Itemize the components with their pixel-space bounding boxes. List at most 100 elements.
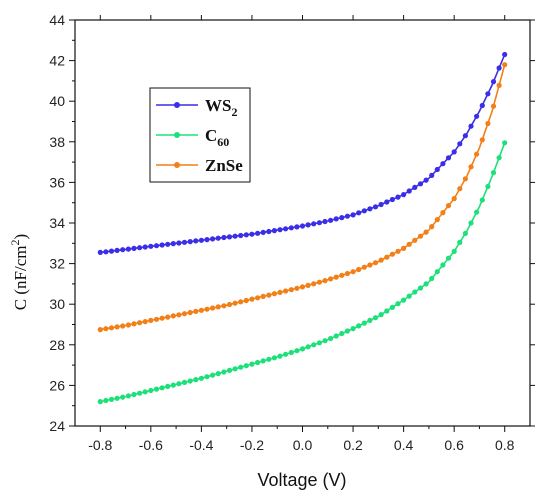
data-point [401, 192, 407, 198]
data-point [339, 272, 345, 278]
data-point [445, 203, 452, 209]
plot-frame [74, 19, 531, 427]
data-point [294, 224, 300, 230]
data-point [401, 245, 407, 251]
data-point [114, 247, 120, 253]
data-point [440, 210, 446, 216]
data-point [260, 293, 266, 299]
data-point [103, 249, 109, 255]
data-point [176, 240, 182, 246]
data-point [440, 161, 446, 167]
data-point [417, 181, 424, 187]
x-tick-label: -0.8 [88, 437, 112, 453]
data-point [159, 385, 165, 391]
data-point [210, 236, 216, 242]
data-point [226, 301, 233, 308]
data-point [445, 255, 452, 261]
data-point [462, 133, 468, 139]
data-point [103, 397, 109, 404]
data-point [361, 320, 367, 326]
data-point [170, 241, 176, 247]
data-point [328, 276, 334, 282]
data-point [423, 177, 429, 183]
axes-frame [74, 19, 531, 427]
data-point [255, 230, 261, 236]
data-point [288, 225, 294, 231]
data-point [496, 82, 502, 88]
data-point [322, 338, 328, 344]
x-tick-label: 0.2 [343, 437, 363, 453]
data-point [356, 266, 362, 273]
data-point [221, 369, 227, 375]
data-point [131, 391, 137, 398]
data-point [97, 327, 103, 333]
data-point [305, 344, 311, 350]
data-point [395, 194, 401, 200]
data-point [417, 285, 424, 291]
data-point [249, 296, 255, 302]
data-point [305, 222, 311, 228]
data-point [474, 113, 480, 119]
data-point [322, 278, 328, 284]
series-line [100, 142, 506, 403]
y-tick-label: 40 [49, 93, 65, 109]
data-point [204, 306, 210, 312]
data-point [288, 287, 294, 293]
data-point [153, 316, 160, 322]
data-point [406, 293, 412, 299]
data-point [333, 216, 339, 222]
data-point [226, 234, 233, 240]
data-point [344, 270, 350, 277]
data-point [148, 243, 154, 249]
x-tick-label: 0.4 [394, 437, 414, 453]
data-point [344, 328, 350, 334]
data-point [120, 323, 126, 329]
x-axis-title: Voltage (V) [257, 470, 346, 490]
data-point [198, 237, 204, 243]
data-point [457, 141, 463, 147]
data-point [333, 333, 339, 339]
data-point [412, 237, 418, 243]
data-point [181, 379, 188, 385]
data-point [490, 79, 497, 85]
y-tick-label: 32 [49, 256, 65, 272]
data-point [255, 359, 261, 366]
data-point [417, 233, 424, 239]
data-point [339, 330, 345, 337]
data-point [210, 372, 216, 378]
data-point [462, 176, 468, 182]
data-point [299, 346, 306, 352]
y-tick-label: 38 [49, 134, 65, 150]
data-point [406, 188, 412, 194]
data-point [181, 311, 188, 317]
data-point [434, 217, 440, 223]
data-point [316, 279, 322, 285]
data-point [372, 315, 379, 321]
data-point [187, 309, 193, 316]
y-tick-label: 44 [49, 12, 65, 28]
data-point [215, 235, 221, 241]
y-axis-title-superscript: 2 [8, 239, 22, 245]
data-point [333, 274, 339, 280]
data-point [159, 315, 165, 321]
data-point [378, 201, 384, 208]
y-tick-label: 26 [49, 377, 65, 393]
legend-marker [174, 132, 180, 138]
data-point [412, 184, 418, 190]
data-point [378, 257, 384, 263]
data-point [266, 228, 272, 235]
data-point [356, 323, 362, 329]
data-point [277, 227, 283, 233]
legend-label: ZnSe [205, 156, 243, 175]
data-point [288, 349, 294, 356]
data-point [114, 324, 120, 330]
data-point [322, 218, 328, 225]
data-point [238, 364, 244, 370]
data-point [165, 314, 171, 320]
data-point [97, 249, 103, 255]
y-tick-label: 34 [49, 215, 65, 231]
x-tick-label: -0.6 [139, 437, 163, 453]
data-point [108, 248, 115, 254]
data-point [384, 254, 390, 260]
